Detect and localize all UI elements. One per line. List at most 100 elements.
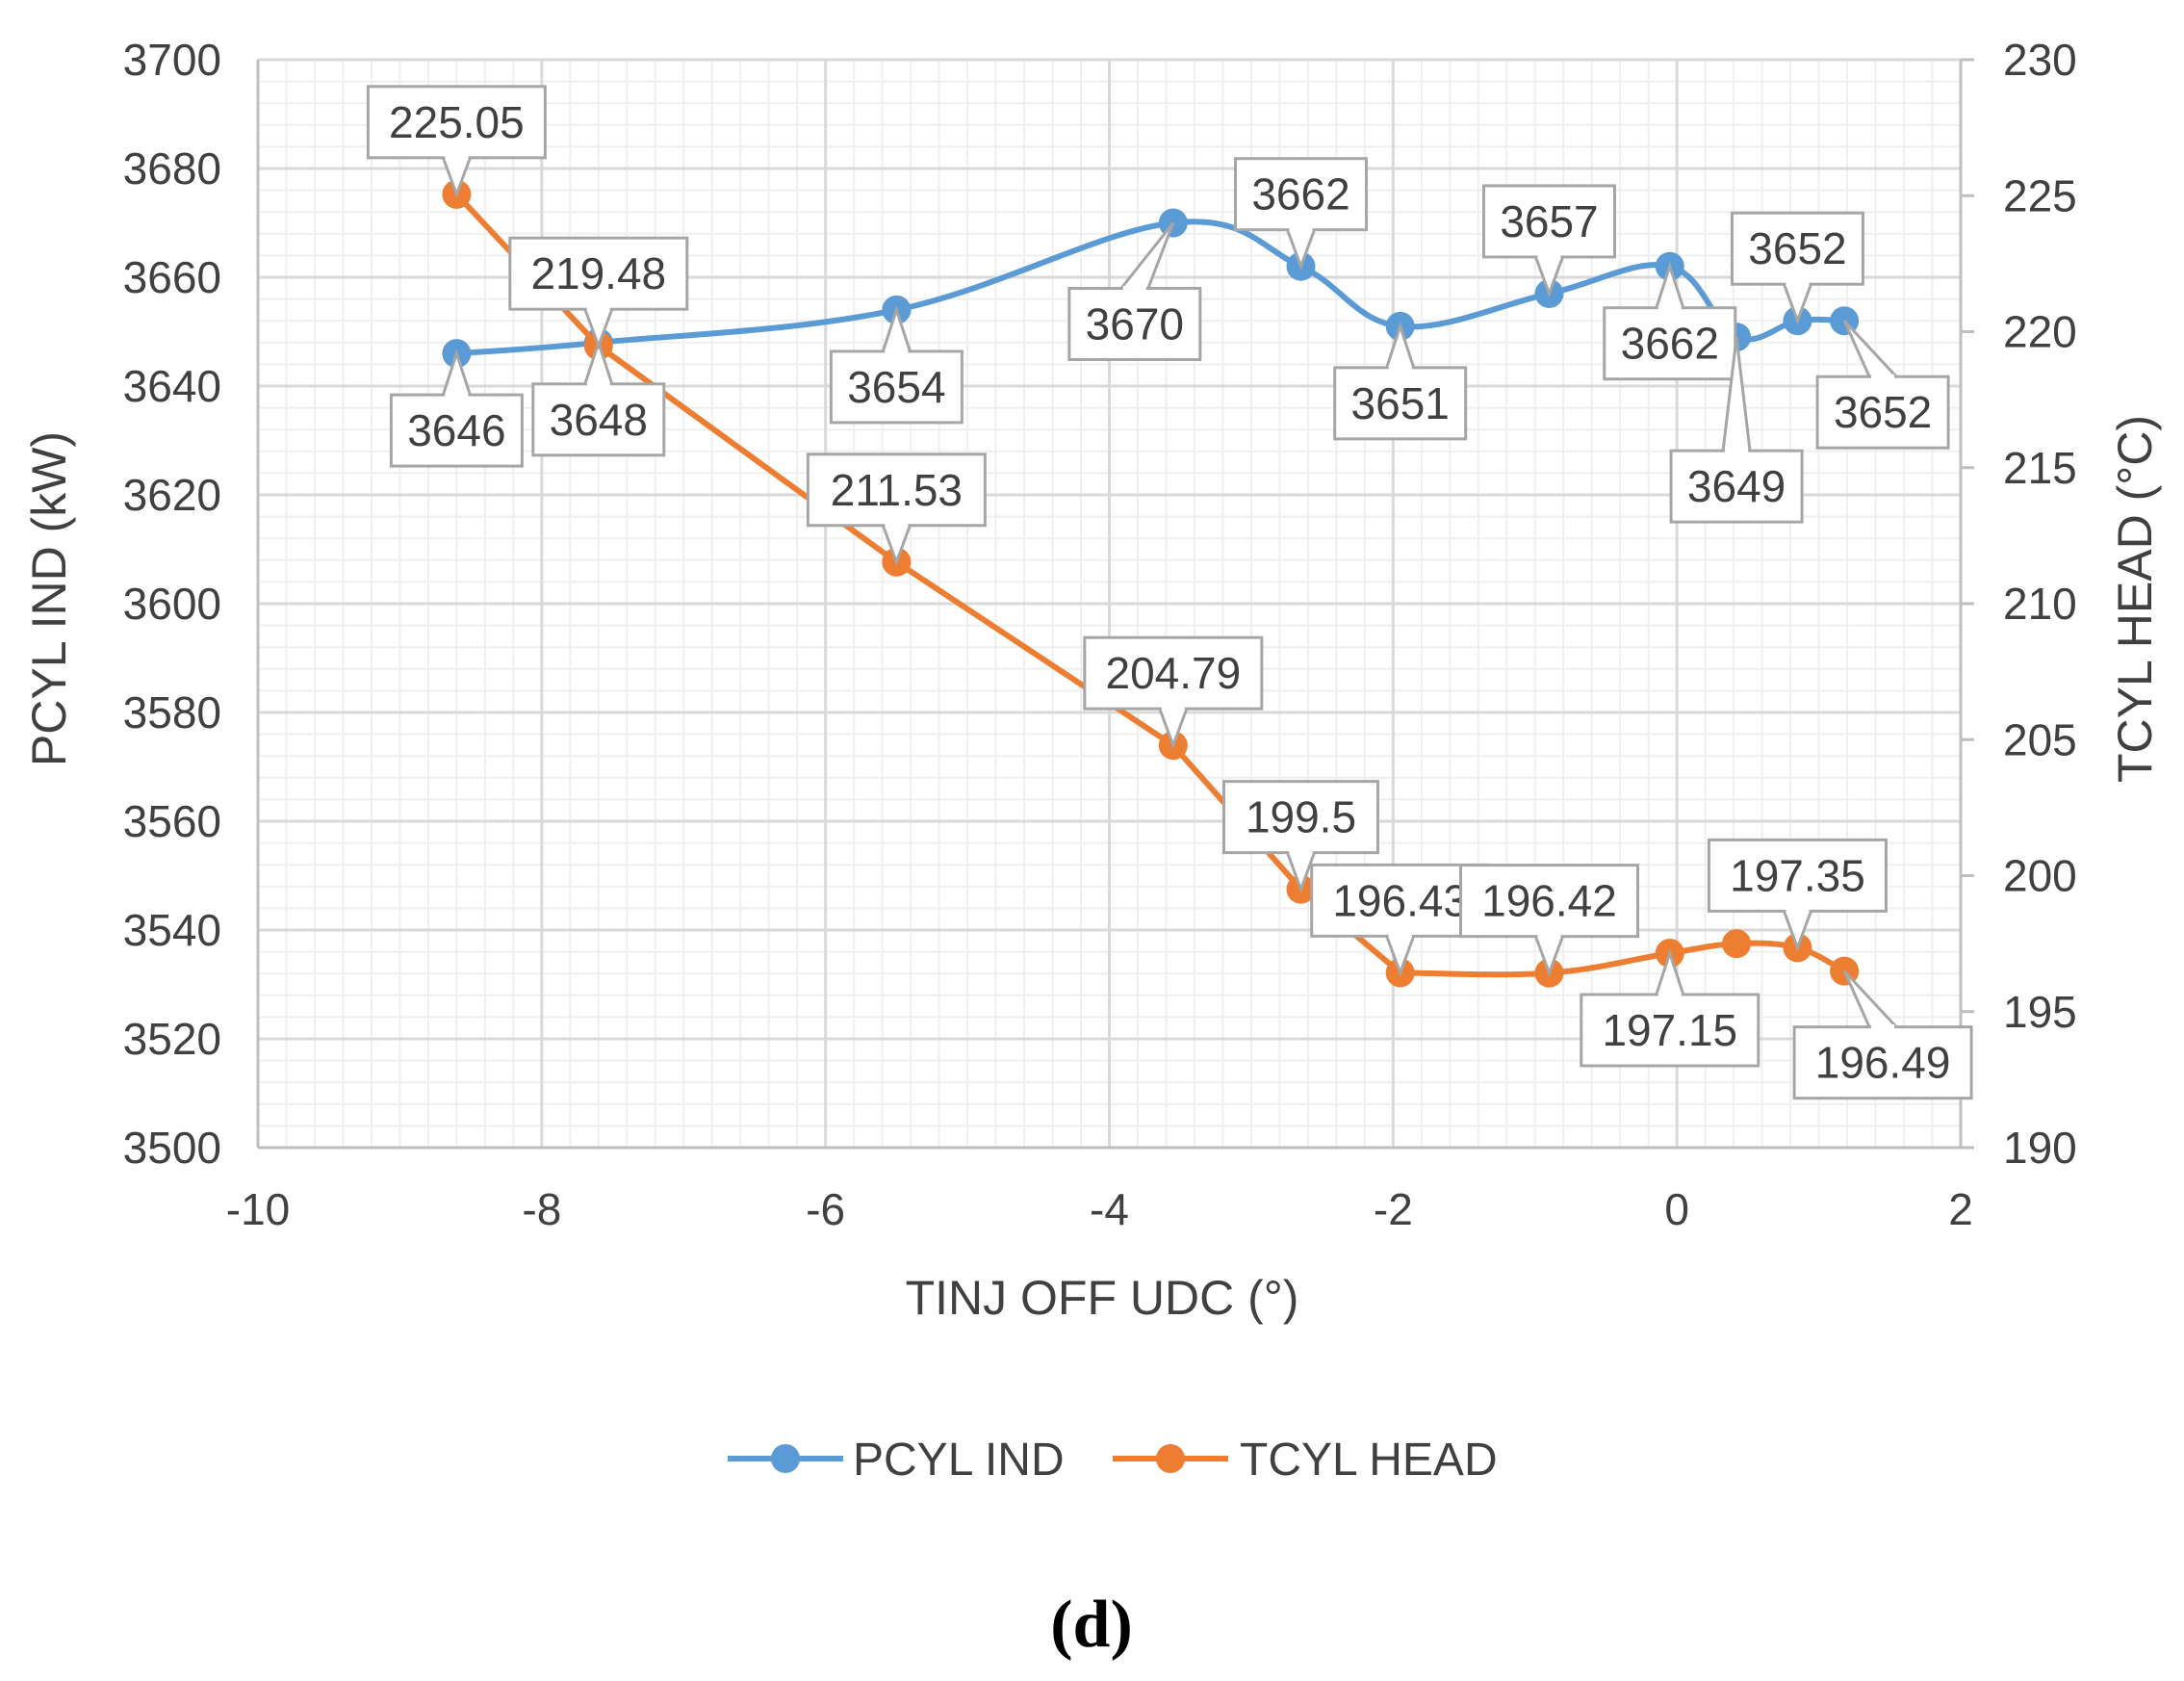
data-label: 219.48	[530, 248, 666, 298]
y-tick-label: 3580	[123, 687, 221, 737]
y2-tick-label: 200	[2003, 851, 2077, 901]
data-label: 3652	[1834, 387, 1932, 437]
callout-tcyl: 211.53	[806, 453, 987, 567]
callout-box	[1458, 864, 1639, 939]
y2-tick-label: 210	[2003, 579, 2077, 629]
callout-box	[806, 453, 987, 528]
callout-box	[1083, 635, 1264, 711]
y2-tick-label: 215	[2003, 443, 2077, 493]
data-label: 196.43	[1332, 875, 1468, 925]
y-tick-label: 3660	[123, 252, 221, 302]
y2-tick-label: 230	[2003, 35, 2077, 85]
data-label: 204.79	[1105, 648, 1241, 698]
data-label: 197.15	[1602, 1005, 1737, 1055]
x-axis-title: TINJ OFF UDC (°)	[906, 1271, 1299, 1325]
callout-box	[1222, 780, 1380, 855]
data-label: 3670	[1086, 299, 1184, 349]
data-label: 3652	[1748, 223, 1846, 273]
callout-pcyl: 3654	[829, 305, 964, 425]
callout-box	[1333, 366, 1468, 441]
y2-tick-label: 195	[2003, 987, 2077, 1037]
data-label: 225.05	[389, 97, 525, 147]
data-label: 3662	[1251, 169, 1349, 220]
axes: -10 -8 -6 -4 -2 0 2 3500 3520 3540 3560 3580 3600 362…	[123, 35, 2077, 1234]
callout-tcyl: 196.42	[1458, 864, 1639, 977]
callout-pcyl: 3662	[1234, 157, 1369, 272]
data-label: 3657	[1500, 196, 1598, 246]
y2-axis-title: TCYL HEAD (°C)	[2108, 415, 2162, 783]
callout-box	[1815, 375, 1950, 450]
y2-tick-label: 220	[2003, 307, 2077, 357]
y-axis-title: PCYL IND (kW)	[22, 431, 76, 766]
callout-box	[1067, 287, 1202, 361]
callout-tcyl: 197.15	[1580, 948, 1760, 1068]
figure-caption: (d)	[1050, 1588, 1133, 1662]
callout-box	[531, 382, 666, 457]
callout-box	[389, 393, 524, 468]
legend-marker-pcyl	[771, 1444, 800, 1473]
callout-tcyl: 219.48	[508, 236, 689, 350]
callout-pcyl: 3648	[531, 337, 666, 457]
callout-tcyl: 225.05	[366, 85, 547, 199]
data-label: 199.5	[1246, 792, 1356, 842]
data-label: 3648	[550, 395, 648, 445]
callout-pcyl: 3652	[1815, 320, 1950, 450]
x-tick-label: -6	[806, 1184, 845, 1234]
data-label: 3646	[407, 405, 505, 455]
data-label: 196.49	[1815, 1038, 1951, 1088]
callout-tcyl: 197.35	[1707, 838, 1888, 952]
callout-tcyl: 204.79	[1083, 635, 1264, 750]
y-tick-label: 3560	[123, 796, 221, 846]
callout-box	[366, 85, 547, 160]
callout-pcyl: 3662	[1603, 261, 1737, 381]
callout-pcyl: 3646	[389, 349, 524, 468]
y-tick-label: 3520	[123, 1014, 221, 1064]
y-tick-label: 3640	[123, 361, 221, 411]
callout-pointer	[1842, 970, 1900, 1029]
data-point-tcyl	[1722, 929, 1752, 959]
data-label: 3662	[1621, 319, 1719, 369]
x-tick-label: 0	[1664, 1184, 1689, 1234]
x-tick-label: 2	[1948, 1184, 1973, 1234]
callout-box	[829, 349, 964, 425]
callout-pointer	[1842, 320, 1900, 378]
callout-pcyl: 3651	[1333, 322, 1468, 441]
legend-label-pcyl: PCYL IND	[853, 1435, 1065, 1486]
y2-tick-label: 225	[2003, 170, 2077, 220]
data-callouts: 3646 3648 3654 3670 3662 3651 3657 3662 3649 3652…	[366, 85, 1973, 1100]
x-tick-label: -8	[522, 1184, 561, 1234]
data-label: 3651	[1351, 378, 1450, 428]
callout-box	[1481, 184, 1616, 259]
callout-box	[1669, 449, 1804, 524]
data-label: 211.53	[831, 465, 963, 515]
callout-tcyl: 196.49	[1792, 970, 1973, 1100]
y2-tick-label: 190	[2003, 1123, 2077, 1173]
data-label: 3649	[1687, 461, 1786, 511]
x-tick-label: -10	[226, 1184, 290, 1234]
callout-pcyl: 3670	[1067, 221, 1202, 361]
callout-box	[1707, 838, 1888, 913]
grid	[256, 58, 1963, 1150]
callout-box	[1603, 306, 1737, 381]
y-tick-label: 3500	[123, 1123, 221, 1173]
y-tick-label: 3620	[123, 470, 221, 520]
y-tick-label: 3700	[123, 35, 221, 85]
callout-pcyl: 3649	[1669, 336, 1804, 524]
legend-item-pcyl: PCYL IND	[728, 1435, 1065, 1486]
callout-pcyl: 3657	[1481, 184, 1616, 298]
x-tick-label: -2	[1374, 1184, 1413, 1234]
callout-tcyl: 199.5	[1222, 780, 1380, 893]
legend-label-tcyl: TCYL HEAD	[1240, 1435, 1498, 1486]
callout-pcyl: 3652	[1730, 211, 1864, 325]
y2-tick-label: 205	[2003, 714, 2077, 764]
y-tick-label: 3540	[123, 905, 221, 955]
callout-box	[1730, 211, 1864, 286]
y-tick-label: 3680	[123, 143, 221, 194]
x-tick-label: -4	[1090, 1184, 1129, 1234]
legend-item-tcyl: TCYL HEAD	[1113, 1435, 1498, 1486]
legend: PCYL IND TCYL HEAD	[728, 1435, 1498, 1486]
data-label: 3654	[847, 362, 945, 412]
data-label: 197.35	[1730, 850, 1865, 900]
data-label: 196.42	[1481, 876, 1617, 926]
